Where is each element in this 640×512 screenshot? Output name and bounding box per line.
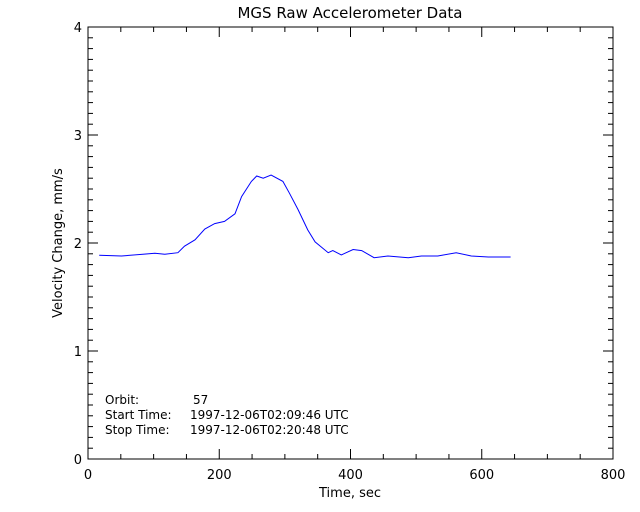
x-tick-label: 400 [338, 468, 363, 483]
x-tick-label: 200 [207, 468, 232, 483]
y-tick-label: 0 [74, 453, 82, 468]
annotation-block: Orbit: 57 Start Time: 1997-12-06T02:09:4… [105, 393, 349, 437]
start-value: 1997-12-06T02:09:46 UTC [190, 408, 349, 422]
y-tick-label: 2 [74, 237, 82, 252]
x-tick-label: 0 [84, 468, 92, 483]
plot-frame [87, 26, 614, 460]
x-tick-label: 800 [601, 468, 626, 483]
y-axis-label: Velocity Change, mm/s [51, 168, 66, 318]
x-tick-label: 600 [469, 468, 494, 483]
y-tick-label: 3 [74, 129, 82, 144]
chart-title: MGS Raw Accelerometer Data [237, 4, 462, 22]
stop-value: 1997-12-06T02:20:48 UTC [190, 423, 349, 437]
y-tick-labels: 0 1 2 3 4 [74, 21, 82, 468]
x-axis-label: Time, sec [318, 486, 381, 501]
y-tick-label: 1 [74, 345, 82, 360]
orbit-value: 57 [193, 393, 208, 407]
stop-label: Stop Time: [105, 423, 170, 437]
orbit-label: Orbit: [105, 393, 139, 407]
start-label: Start Time: [105, 408, 172, 422]
x-tick-labels: 0 200 400 600 800 [84, 468, 626, 483]
series-line [99, 174, 511, 259]
axis-ticks [87, 26, 614, 460]
y-tick-label: 4 [74, 21, 82, 36]
